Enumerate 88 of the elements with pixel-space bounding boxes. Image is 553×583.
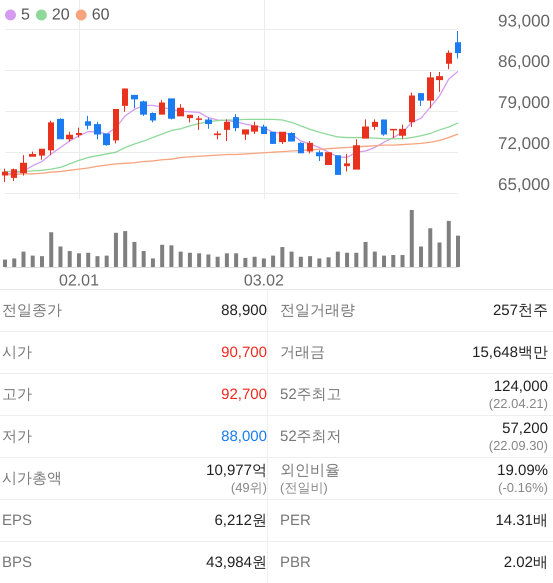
text: 52주최고 bbox=[280, 385, 343, 404]
y-tick-label: 72,000 bbox=[498, 134, 550, 154]
bar bbox=[197, 253, 202, 267]
bar bbox=[123, 231, 128, 267]
bar bbox=[280, 247, 284, 267]
bar bbox=[160, 244, 164, 267]
text: 15,648백만 bbox=[471, 343, 548, 362]
y-tick-label: 93,000 bbox=[498, 11, 550, 30]
bar bbox=[104, 256, 109, 267]
text: BPS bbox=[2, 553, 34, 572]
bar bbox=[419, 246, 424, 267]
x-tick-label: 02.01 bbox=[58, 272, 100, 290]
bar bbox=[68, 251, 72, 267]
text: 14.31배 bbox=[494, 511, 548, 530]
bar bbox=[438, 242, 442, 267]
text: 외인비율 (전일비) bbox=[280, 461, 341, 496]
bar bbox=[58, 246, 62, 267]
text: PBR bbox=[280, 553, 312, 572]
bar bbox=[95, 256, 100, 267]
bar bbox=[262, 258, 266, 267]
bar bbox=[372, 252, 377, 267]
bar bbox=[224, 253, 229, 267]
text: 52주최저 bbox=[280, 427, 343, 446]
bar bbox=[206, 254, 210, 267]
bar bbox=[326, 257, 331, 267]
bar bbox=[364, 242, 368, 267]
text: 10,977억 (49위) bbox=[205, 461, 267, 496]
bar bbox=[3, 260, 7, 267]
text: 124,000 (22.04.21) bbox=[488, 377, 548, 412]
bar bbox=[49, 232, 54, 267]
bar bbox=[317, 258, 322, 267]
y-tick-label: 79,000 bbox=[498, 93, 550, 112]
bar bbox=[345, 252, 350, 267]
bar bbox=[252, 256, 257, 267]
text: 88,000 bbox=[220, 427, 267, 446]
bar bbox=[428, 228, 432, 267]
bar bbox=[86, 252, 90, 267]
bar bbox=[216, 256, 220, 267]
text: 시가총액 bbox=[2, 469, 63, 488]
text: 19.09% (-0.16%) bbox=[496, 461, 548, 496]
bar bbox=[271, 256, 276, 267]
legend-label: 60 bbox=[92, 6, 110, 24]
text: 저가 bbox=[2, 427, 33, 446]
bar bbox=[142, 251, 146, 267]
text: 고가 bbox=[2, 385, 33, 404]
text: 92,700 bbox=[220, 385, 267, 404]
bar bbox=[456, 236, 460, 267]
text: 90,700 bbox=[220, 343, 267, 362]
text: 전일종가 bbox=[2, 301, 63, 320]
text: EPS bbox=[2, 511, 34, 530]
bar bbox=[169, 245, 174, 267]
bar bbox=[188, 252, 192, 267]
text: PER bbox=[280, 511, 312, 530]
text: 시가 bbox=[2, 343, 33, 362]
bar bbox=[150, 258, 155, 267]
bar bbox=[298, 256, 303, 267]
bar bbox=[382, 256, 386, 267]
legend-label: 20 bbox=[52, 6, 70, 24]
bar bbox=[132, 242, 136, 267]
bar bbox=[336, 252, 340, 267]
bar bbox=[391, 255, 396, 267]
bar bbox=[234, 253, 238, 267]
text: 거래금 bbox=[280, 343, 326, 362]
bar bbox=[243, 258, 248, 267]
bar bbox=[354, 252, 358, 267]
bar bbox=[21, 252, 26, 267]
bar bbox=[76, 253, 81, 267]
text: 88,900 bbox=[220, 301, 267, 320]
bar bbox=[178, 252, 183, 267]
text: 전일거래량 bbox=[280, 301, 356, 320]
legend-label: 5 bbox=[21, 6, 30, 24]
text: 57,200 (22.09.30) bbox=[488, 419, 548, 454]
y-tick-label: 86,000 bbox=[498, 52, 550, 72]
bar bbox=[12, 258, 16, 267]
bar bbox=[290, 252, 294, 267]
bar bbox=[446, 220, 451, 267]
bar bbox=[410, 210, 414, 267]
bar bbox=[308, 256, 312, 267]
text: 2.02배 bbox=[502, 553, 548, 572]
text: 257천주 bbox=[492, 301, 548, 320]
y-tick-label: 65,000 bbox=[498, 175, 550, 194]
bar bbox=[30, 256, 35, 267]
bar bbox=[40, 256, 44, 267]
x-tick-label: 03.02 bbox=[244, 272, 284, 290]
bar bbox=[400, 255, 405, 267]
text: 6,212원 bbox=[213, 511, 267, 530]
text: 43,984원 bbox=[205, 553, 267, 572]
bar bbox=[114, 232, 118, 267]
